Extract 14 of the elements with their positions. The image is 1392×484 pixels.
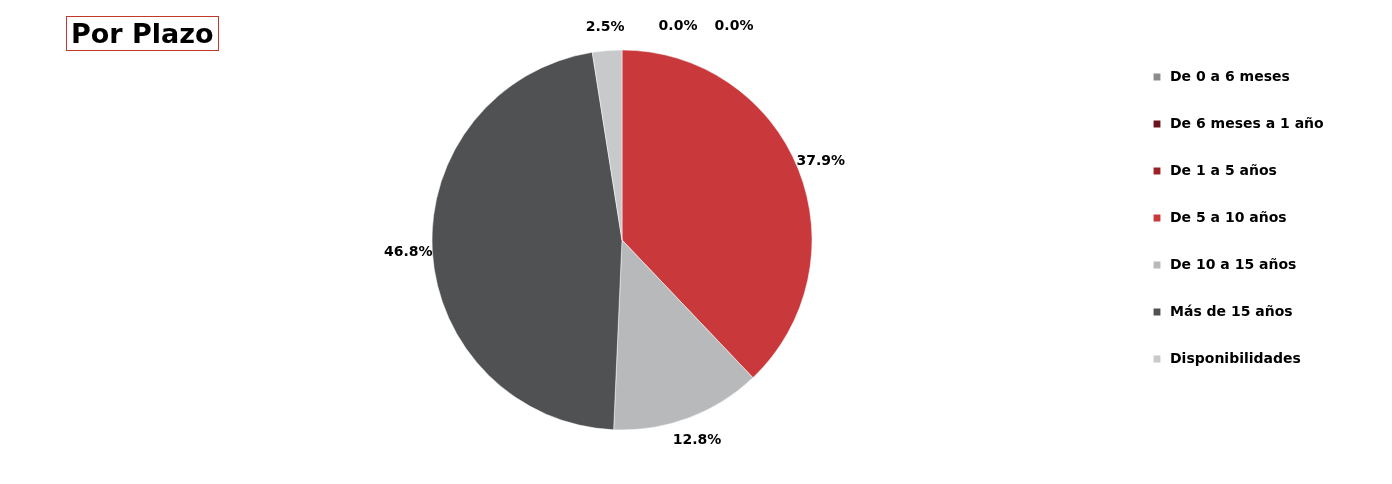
data-label: 37.9%	[796, 151, 846, 168]
text: Por Plazo	[66, 16, 219, 51]
data-label: 2.5%	[585, 17, 625, 34]
legend-label: De 5 a 10 años	[1170, 209, 1287, 225]
data-label: 46.8%	[384, 243, 433, 260]
legend-label: De 10 a 15 años	[1170, 256, 1297, 272]
legend-label: De 1 a 5 años	[1170, 162, 1277, 178]
data-label: 12.8%	[672, 431, 722, 448]
legend-label: Disponibilidades	[1170, 350, 1301, 366]
legend-label: De 0 a 6 meses	[1170, 68, 1290, 84]
legend-label: De 6 meses a 1 año	[1170, 115, 1325, 131]
text: 0.0%	[658, 17, 698, 33]
text: 0.0%	[714, 17, 754, 33]
legend-label: Más de 15 años	[1170, 303, 1293, 319]
